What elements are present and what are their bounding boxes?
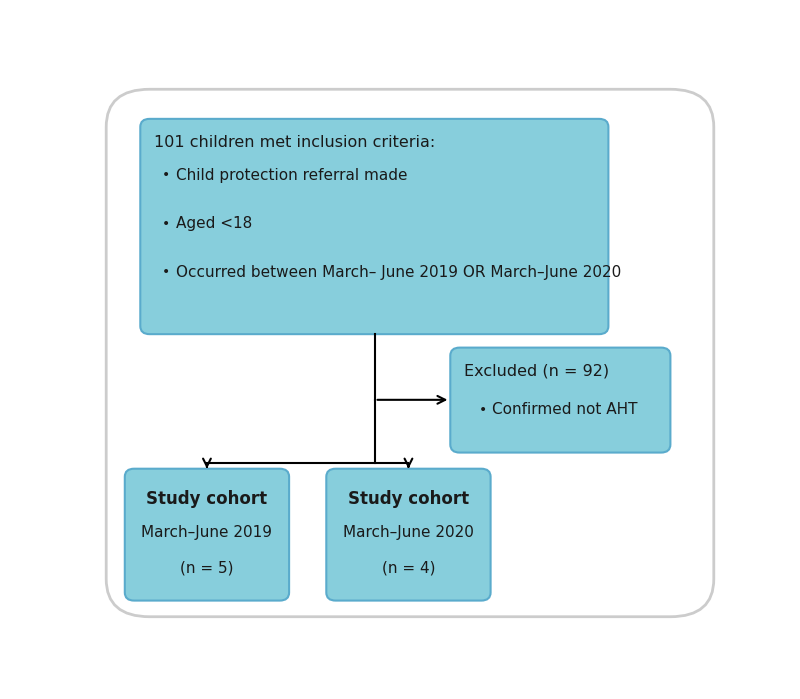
Text: Study cohort: Study cohort [348,490,469,508]
Text: •: • [162,168,170,182]
Text: Study cohort: Study cohort [146,490,267,508]
FancyBboxPatch shape [450,347,670,452]
Text: 101 children met inclusion criteria:: 101 children met inclusion criteria: [154,135,435,150]
Text: (n = 5): (n = 5) [180,560,234,575]
FancyBboxPatch shape [326,469,490,600]
Text: March–June 2020: March–June 2020 [343,525,474,540]
Text: •: • [478,403,486,417]
Text: Excluded (n = 92): Excluded (n = 92) [464,363,609,379]
Text: Child protection referral made: Child protection referral made [176,168,408,183]
Text: Confirmed not AHT: Confirmed not AHT [493,402,638,417]
Text: March–June 2019: March–June 2019 [142,525,273,540]
Text: •: • [162,217,170,231]
Text: (n = 4): (n = 4) [382,560,435,575]
Text: Aged <18: Aged <18 [176,216,253,231]
Text: •: • [162,265,170,280]
FancyBboxPatch shape [125,469,289,600]
FancyBboxPatch shape [140,119,609,334]
Text: Occurred between March– June 2019 OR March–June 2020: Occurred between March– June 2019 OR Mar… [176,265,622,280]
FancyBboxPatch shape [106,89,714,617]
